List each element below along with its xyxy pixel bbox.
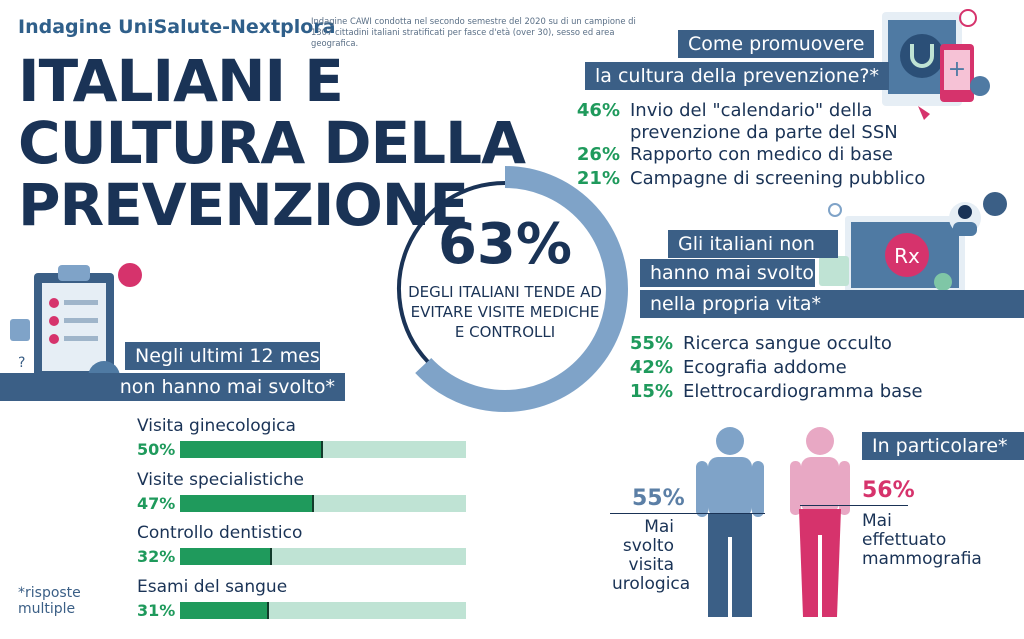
bar-label: Visita ginecologica [137,416,296,436]
female-caption: Mai effettuato mammografia [862,512,982,569]
never-item-pct: 15% [629,381,673,402]
donut-caption: DEGLI ITALIANI TENDE AD EVITARE VISITE M… [408,283,602,341]
female-divider [800,505,908,506]
brand-title: Indagine UniSalute-Nextplora [18,16,336,38]
never-item-label: Elettrocardiogramma base [683,381,923,402]
bar-fill [180,602,269,619]
bar-pct: 50% [137,440,176,459]
never-title-line-3: nella propria vita* [640,290,1024,318]
last12-title-line-1: Negli ultimi 12 mesi [125,342,325,370]
bar-pct: 32% [137,547,176,566]
bar-label: Visite specialistiche [137,470,304,490]
male-divider [610,513,765,514]
promote-item: 46% Invio del "calendario" della prevenzi… [572,100,902,144]
bar-fill [180,441,323,458]
donut-remainder [397,181,506,363]
doctor-laptop-illustration: Rx [819,192,1007,294]
promote-item: 21% Campagne di screening pubblico [572,168,972,190]
last12-title-line-2: non hanno mai svolto* [0,373,345,401]
female-caption-line: Mai [862,511,892,531]
female-figure-icon [790,427,850,617]
svg-text:?: ? [18,355,25,371]
promote-item-pct: 26% [576,144,620,165]
footnote: *risposte multiple [18,585,81,617]
male-caption-line: urologica [612,574,691,594]
donut-ring [382,166,628,412]
promote-title-line-1: Come promuovere [678,30,875,58]
survey-note: Indagine CAWI condotta nel secondo semes… [311,16,636,48]
promote-item: 26% Rapporto con medico di base [572,144,972,166]
donut-chart [382,166,628,412]
never-title-line-2: hanno mai svolto [640,259,815,287]
promote-item-label: Invio del "calendario" della prevenzione… [630,100,898,143]
promote-title-line-2: la cultura della prevenzione?* [585,62,890,90]
never-item: 15% Elettrocardiogramma base [625,381,1005,403]
male-figure-icon [696,427,764,617]
male-caption-line: svolto [622,536,674,556]
never-item: 42% Ecografia addome [625,357,1005,379]
female-caption-line: effettuato [862,530,947,550]
svg-text:Rx: Rx [894,244,920,268]
male-caption-line: Mai [644,517,674,537]
footnote-line: *risposte [18,585,81,601]
particular-title: In particolare* [862,432,1024,460]
bar-label: Esami del sangue [137,577,288,597]
footnote-line: multiple [18,601,76,617]
never-title-line-1: Gli italiani non [668,230,838,258]
never-item-pct: 55% [629,333,673,354]
bar-label: Controllo dentistico [137,523,303,543]
bar-track [180,548,466,565]
bar-track [180,495,466,512]
never-item-pct: 42% [629,357,673,378]
main-title-line-3: PREVENZIONE [18,171,469,239]
promote-item-label: Rapporto con medico di base [630,144,893,165]
bar-fill [180,495,315,512]
male-caption: Mai svolto visita urologica [612,517,691,594]
female-pct: 56% [862,478,915,503]
never-item-label: Ecografia addome [683,357,847,378]
male-pct: 55% [632,486,685,511]
bar-pct: 31% [137,601,176,620]
donut-value: 63% [437,212,573,277]
main-title-line-1: ITALIANI E [18,47,344,115]
main-title-line-2: CULTURA DELLA [18,109,526,177]
bar-track [180,441,466,458]
never-item: 55% Ricerca sangue occulto [625,333,1005,355]
male-caption-line: visita [628,555,674,575]
female-caption-line: mammografia [862,549,982,569]
bar-fill [180,548,272,565]
svg-text:+: + [948,57,966,82]
promote-item-pct: 46% [576,100,620,121]
never-item-label: Ricerca sangue occulto [683,333,892,354]
bar-pct: 47% [137,494,176,513]
bar-track [180,602,466,619]
promote-item-label: Campagne di screening pubblico [630,168,926,189]
promote-item-pct: 21% [576,168,620,189]
